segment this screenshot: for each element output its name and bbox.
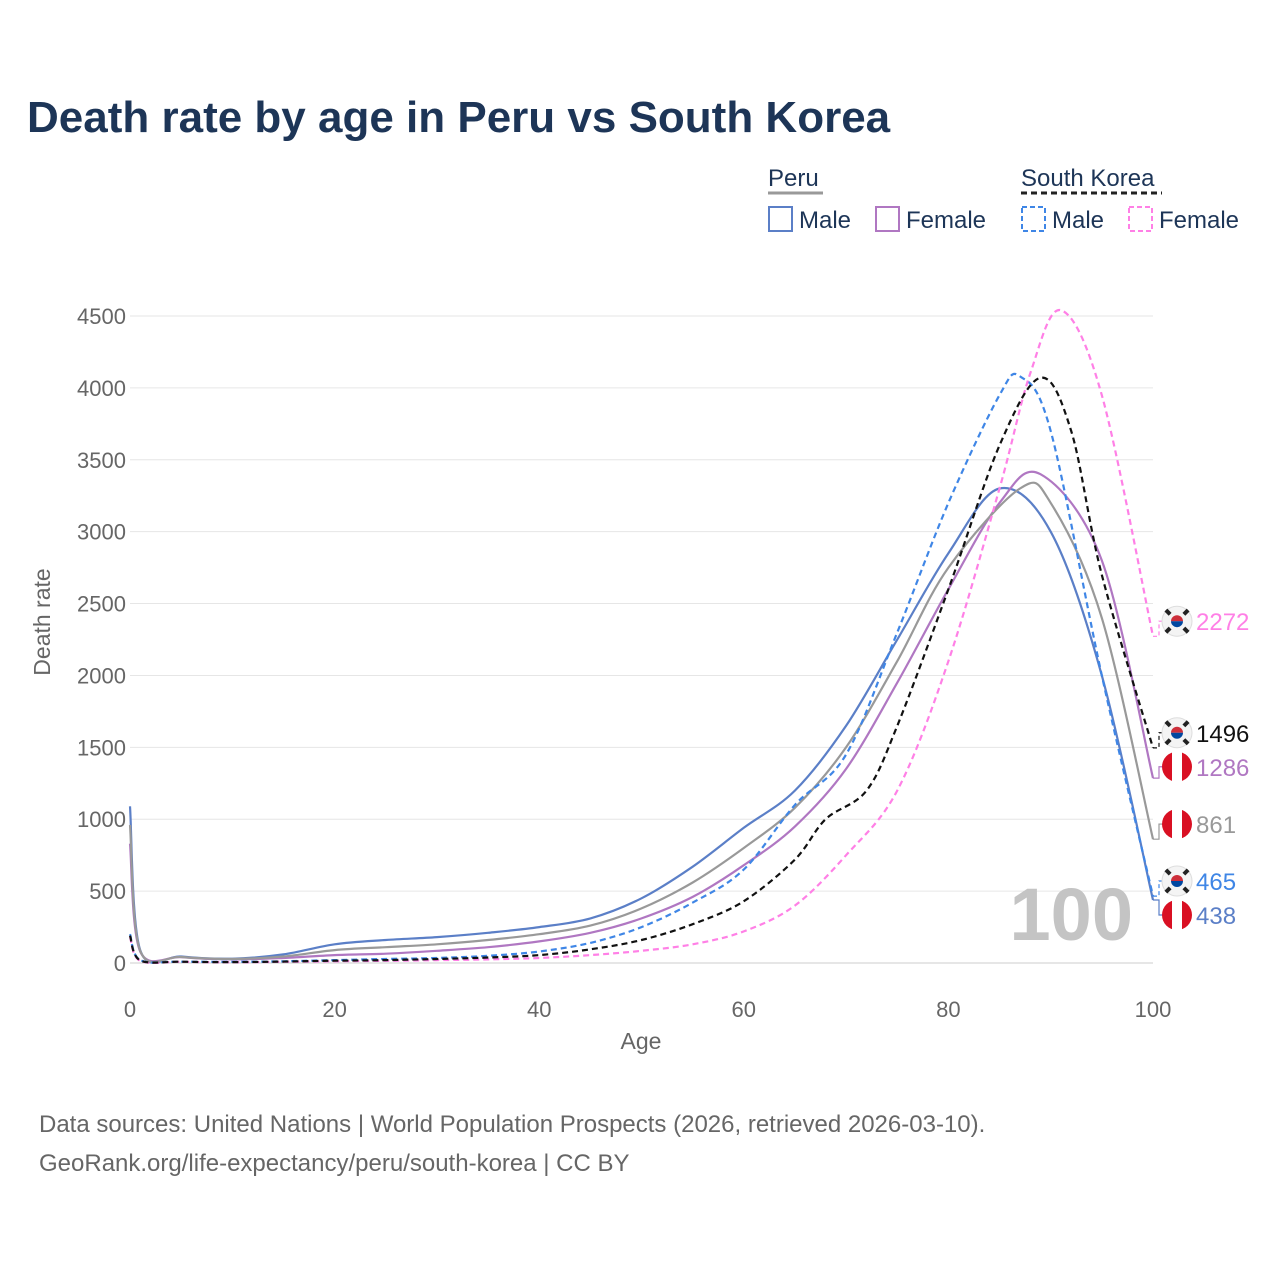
flag-taeguk-top (1171, 726, 1183, 733)
y-tick-label: 4000 (77, 376, 126, 401)
end-labels: 2272 1496 1286 861 465 438 (1153, 605, 1249, 930)
flag-trigram (1182, 626, 1190, 634)
peru-flag-icon (1162, 809, 1192, 840)
source-line-1: Data sources: United Nations | World Pop… (39, 1111, 985, 1138)
series-line-peru-total (128, 481, 1155, 964)
south-korea-flag-icon (1161, 717, 1193, 749)
flag-stripe-center (1172, 809, 1182, 840)
y-tick-label: 2000 (77, 663, 126, 688)
flag-trigram (1182, 886, 1190, 894)
source-line-2: GeoRank.org/life-expectancy/peru/south-k… (39, 1150, 630, 1177)
x-tick-label: 0 (124, 997, 136, 1022)
flag-trigram (1164, 720, 1172, 728)
legend-swatch (768, 206, 793, 232)
legend-swatch (1021, 206, 1046, 232)
series-lines (128, 309, 1155, 965)
flag-trigram (1164, 738, 1172, 746)
flag-stripe-center (1172, 900, 1182, 930)
flag-stripe-right (1182, 809, 1192, 840)
peru-flag-icon (1162, 900, 1192, 930)
flag-stripe-right (1182, 900, 1192, 930)
end-value-label: 861 (1196, 812, 1236, 839)
y-tick-label: 2500 (77, 592, 126, 617)
legend-group-title: South Korea (1021, 165, 1155, 192)
end-value-label: 2272 (1196, 609, 1249, 636)
chart-title: Death rate by age in Peru vs South Korea (27, 93, 891, 142)
flag-trigram (1182, 868, 1190, 876)
flag-stripe-left (1162, 809, 1172, 840)
south-korea-flag-icon (1161, 865, 1193, 897)
y-axis-label: Death rate (29, 568, 55, 675)
legend-group-title: Peru (768, 165, 819, 192)
flag-trigram (1164, 886, 1172, 894)
legend-item-label: Male (1052, 207, 1104, 234)
flag-trigram (1164, 868, 1172, 876)
legend-item-label: Female (1159, 207, 1239, 234)
series-line-peru-female (128, 470, 1155, 963)
y-tick-label: 4500 (77, 304, 126, 329)
flag-stripe-right (1182, 751, 1192, 782)
end-value-label: 1286 (1196, 755, 1249, 782)
flag-taeguk-bottom (1171, 732, 1183, 739)
flag-stripe-center (1172, 751, 1182, 782)
y-axis: 0 500 1000 1500 2000 2500 3000 3500 4000 4500 (77, 304, 126, 976)
legend-item-label: Male (799, 207, 851, 234)
x-tick-label: 20 (322, 997, 346, 1022)
x-tick-label: 100 (1135, 997, 1172, 1022)
end-value-label: 465 (1196, 869, 1236, 896)
y-tick-label: 3500 (77, 448, 126, 473)
series-line-south-korea-male (128, 372, 1155, 964)
legend-swatch (1128, 206, 1153, 232)
flag-trigram (1164, 626, 1172, 634)
y-tick-label: 0 (114, 951, 126, 976)
legend-item-label: Female (906, 207, 986, 234)
series-line-south-korea-female (128, 309, 1155, 965)
flag-trigram (1182, 608, 1190, 616)
x-axis-label: Age (621, 1028, 662, 1054)
flag-trigram (1164, 608, 1172, 616)
flag-trigram (1182, 738, 1190, 746)
flag-stripe-left (1162, 900, 1172, 930)
flag-taeguk-top (1171, 875, 1183, 881)
flag-taeguk-bottom (1171, 621, 1183, 628)
peru-flag-icon (1162, 751, 1192, 782)
flag-taeguk-top (1171, 615, 1183, 622)
series-line-south-korea-total (128, 376, 1155, 964)
x-tick-label: 80 (936, 997, 960, 1022)
end-value-label: 1496 (1196, 721, 1249, 748)
x-tick-label: 60 (732, 997, 756, 1022)
y-tick-label: 1000 (77, 807, 126, 832)
end-value-label: 438 (1196, 903, 1236, 930)
flag-trigram (1182, 720, 1190, 728)
x-tick-label: 40 (527, 997, 551, 1022)
grid (130, 315, 1153, 964)
flag-stripe-left (1162, 751, 1172, 782)
y-tick-label: 500 (89, 879, 126, 904)
watermark-age: 100 (1010, 873, 1133, 956)
x-axis: 0 20 40 60 80 100 (124, 997, 1171, 1022)
y-tick-label: 3000 (77, 520, 126, 545)
flag-taeguk-bottom (1171, 881, 1183, 887)
y-tick-label: 1500 (77, 735, 126, 760)
south-korea-flag-icon (1161, 605, 1193, 637)
legend-swatch (875, 206, 900, 232)
